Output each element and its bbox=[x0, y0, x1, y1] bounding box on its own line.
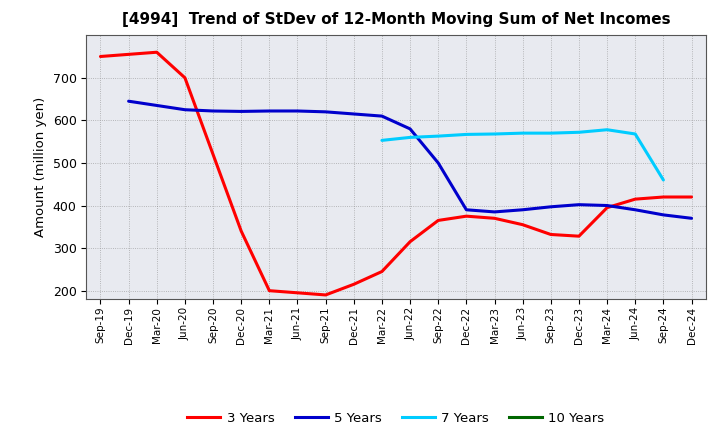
5 Years bbox=[659, 212, 667, 217]
3 Years bbox=[603, 205, 611, 210]
3 Years bbox=[265, 288, 274, 293]
5 Years bbox=[631, 207, 639, 213]
3 Years bbox=[687, 194, 696, 200]
7 Years bbox=[546, 131, 555, 136]
7 Years bbox=[406, 135, 415, 140]
3 Years bbox=[321, 292, 330, 297]
3 Years bbox=[490, 216, 499, 221]
5 Years bbox=[181, 107, 189, 112]
5 Years bbox=[518, 207, 527, 213]
5 Years bbox=[490, 209, 499, 215]
Title: [4994]  Trend of StDev of 12-Month Moving Sum of Net Incomes: [4994] Trend of StDev of 12-Month Moving… bbox=[122, 12, 670, 27]
Line: 3 Years: 3 Years bbox=[101, 52, 691, 295]
7 Years bbox=[490, 132, 499, 137]
3 Years bbox=[546, 232, 555, 237]
5 Years bbox=[293, 108, 302, 114]
3 Years bbox=[125, 52, 133, 57]
3 Years bbox=[659, 194, 667, 200]
3 Years bbox=[518, 222, 527, 227]
5 Years bbox=[265, 108, 274, 114]
5 Years bbox=[125, 99, 133, 104]
5 Years bbox=[462, 207, 471, 213]
7 Years bbox=[575, 130, 583, 135]
3 Years bbox=[377, 269, 386, 274]
3 Years bbox=[237, 228, 246, 234]
3 Years bbox=[293, 290, 302, 295]
5 Years bbox=[321, 109, 330, 114]
7 Years bbox=[603, 127, 611, 132]
7 Years bbox=[631, 132, 639, 137]
5 Years bbox=[546, 204, 555, 209]
7 Years bbox=[518, 131, 527, 136]
3 Years bbox=[209, 152, 217, 157]
3 Years bbox=[349, 282, 358, 287]
3 Years bbox=[406, 239, 415, 244]
3 Years bbox=[575, 234, 583, 239]
5 Years bbox=[209, 108, 217, 114]
Legend: 3 Years, 5 Years, 7 Years, 10 Years: 3 Years, 5 Years, 7 Years, 10 Years bbox=[182, 406, 610, 430]
Y-axis label: Amount (million yen): Amount (million yen) bbox=[34, 97, 47, 237]
7 Years bbox=[462, 132, 471, 137]
5 Years bbox=[575, 202, 583, 207]
7 Years bbox=[434, 133, 443, 139]
Line: 7 Years: 7 Years bbox=[382, 130, 663, 180]
5 Years bbox=[237, 109, 246, 114]
7 Years bbox=[659, 177, 667, 183]
5 Years bbox=[153, 103, 161, 108]
3 Years bbox=[434, 218, 443, 223]
5 Years bbox=[434, 160, 443, 165]
Line: 5 Years: 5 Years bbox=[129, 101, 691, 218]
5 Years bbox=[377, 114, 386, 119]
5 Years bbox=[406, 126, 415, 132]
3 Years bbox=[181, 75, 189, 81]
3 Years bbox=[631, 197, 639, 202]
7 Years bbox=[377, 138, 386, 143]
3 Years bbox=[96, 54, 105, 59]
3 Years bbox=[153, 50, 161, 55]
3 Years bbox=[462, 213, 471, 219]
5 Years bbox=[349, 111, 358, 117]
5 Years bbox=[687, 216, 696, 221]
5 Years bbox=[603, 203, 611, 208]
